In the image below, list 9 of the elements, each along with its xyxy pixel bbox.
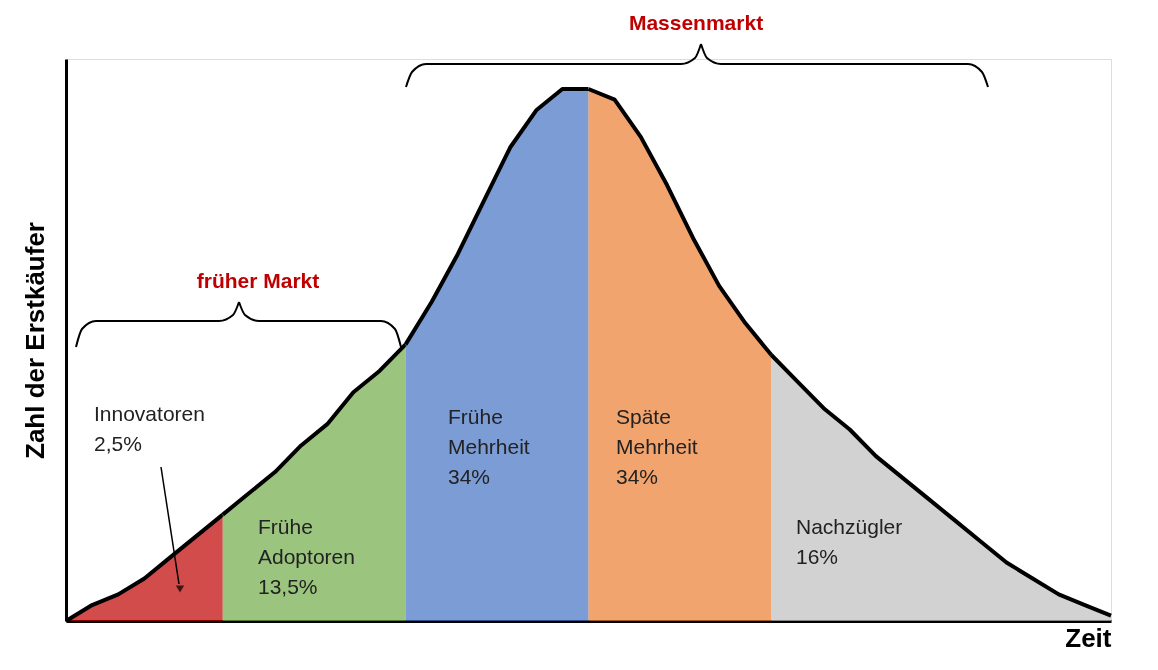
annotation: früher Markt bbox=[196, 269, 320, 292]
annotation: Späte Mehrheit 34% bbox=[616, 405, 698, 488]
annotation: Frühe Mehrheit 34% bbox=[448, 405, 530, 488]
annotation: Innovatoren 2,5% bbox=[94, 402, 205, 455]
text: Massenmarkt bbox=[628, 11, 764, 34]
annotation: Frühe Adoptoren 13,5% bbox=[258, 515, 355, 598]
annotation: Nachzügler 16% bbox=[796, 515, 903, 568]
y-axis-title: Zahl der Erstkäufer bbox=[19, 222, 50, 459]
x-axis-title: Zeit bbox=[1065, 622, 1112, 653]
